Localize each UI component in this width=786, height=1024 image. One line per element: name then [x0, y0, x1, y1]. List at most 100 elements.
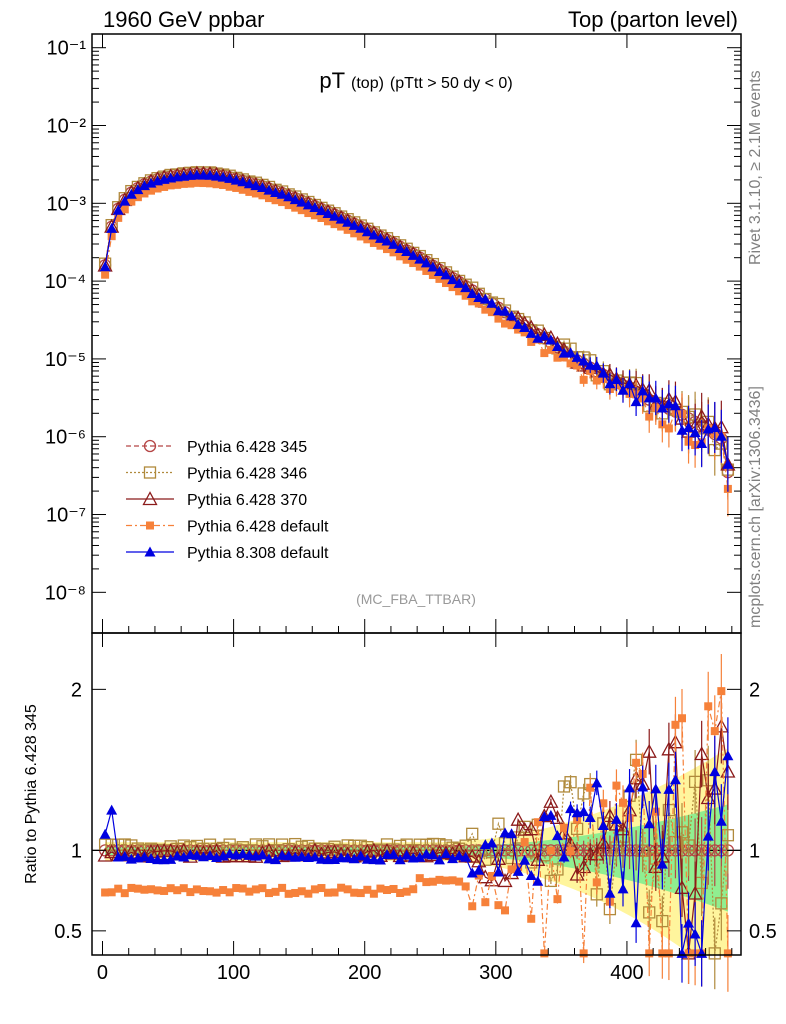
ratio-point — [623, 844, 636, 857]
data-point — [160, 182, 169, 191]
ratio-point — [160, 886, 169, 895]
data-point — [637, 385, 649, 396]
plot-title: pT (top) (pTtt > 50 dy < 0) — [319, 68, 512, 93]
ratio-point — [112, 838, 125, 851]
mcplots-label: mcplots.cern.ch [arXiv:1306.3436] — [747, 386, 764, 628]
ratio-point — [165, 853, 177, 864]
ratio-point — [505, 851, 518, 865]
ratio-point — [310, 885, 319, 894]
ratio-point — [595, 834, 611, 849]
ratio-point — [374, 854, 386, 865]
ratio-point — [675, 826, 689, 839]
data-point — [389, 248, 398, 257]
ratio-point — [409, 885, 418, 894]
data-point — [433, 266, 445, 277]
ratio-point — [271, 887, 280, 896]
ratio-point — [348, 853, 360, 864]
data-point — [224, 172, 236, 183]
ratio-point — [401, 849, 413, 860]
y-tick-label: 10⁻⁷ — [46, 505, 86, 527]
legend-label-0: Pythia 6.428 345 — [187, 439, 307, 456]
ratio-point — [525, 869, 537, 880]
data-point — [422, 266, 431, 275]
main-frame — [91, 33, 742, 634]
ratio-point — [473, 864, 485, 875]
ratio-y-tick-label: 2 — [71, 679, 82, 701]
legend-marker — [143, 466, 157, 479]
ratio-point — [453, 850, 465, 861]
ratio-point — [393, 839, 407, 853]
ratio-point — [133, 884, 142, 893]
data-point — [460, 282, 472, 293]
data-point — [212, 180, 221, 189]
x-tick-label: 100 — [217, 962, 250, 984]
ratio-point — [355, 850, 367, 861]
ratio-point — [558, 851, 570, 862]
x-tick-label: 300 — [479, 962, 512, 984]
ratio-point — [624, 782, 636, 793]
ratio-y-axis-label: Ratio to Pythia 6.428 345 — [23, 704, 40, 884]
ratio-point — [106, 804, 118, 815]
ratio-point — [125, 839, 138, 852]
ratio-point — [309, 851, 321, 862]
ratio-point — [171, 850, 183, 861]
ratio-point — [678, 714, 686, 723]
y-tick-label: 10⁻⁶ — [45, 427, 86, 449]
ratio-point — [440, 848, 452, 859]
data-point — [258, 191, 267, 200]
data-point — [597, 367, 609, 378]
legend-marker — [142, 491, 158, 506]
data-point — [173, 180, 182, 189]
ratio-point — [505, 844, 518, 857]
plot-title-sub: (top) — [351, 75, 384, 92]
series-line — [104, 172, 729, 465]
ratio-point — [565, 803, 577, 814]
ratio-point — [512, 865, 524, 876]
data-point — [219, 180, 228, 189]
data-point — [276, 188, 288, 199]
data-point — [473, 292, 485, 303]
ratio-point — [435, 875, 444, 884]
ratio-point — [120, 889, 129, 898]
data-point — [401, 246, 413, 257]
data-point — [199, 179, 208, 188]
data-point — [315, 205, 327, 216]
data-point — [453, 277, 465, 288]
data-point — [127, 197, 136, 206]
ratio-point — [713, 718, 729, 733]
ratio-point — [704, 702, 713, 711]
ratio-point — [543, 793, 559, 808]
ratio-y-tick-label-right: 2 — [749, 679, 760, 701]
legend-label-2: Pythia 6.428 370 — [187, 492, 307, 509]
data-point — [289, 194, 301, 205]
y-tick-label: 10⁻⁵ — [45, 349, 86, 371]
ratio-point — [658, 949, 667, 958]
ratio-point — [324, 888, 332, 897]
ratio-point — [107, 888, 116, 897]
ratio-point — [615, 821, 631, 836]
data-point — [106, 222, 118, 233]
ratio-point — [104, 844, 120, 859]
data-point — [133, 193, 142, 202]
ratio-panel: 0 100 200 300 400 0.5 0.5 1 1 2 2 Ratio to Pythia 6… — [23, 632, 777, 992]
ratio-point — [656, 914, 669, 928]
ratio-point — [619, 798, 627, 807]
ratio-point — [225, 888, 234, 897]
data-point — [256, 181, 268, 192]
data-point — [610, 374, 622, 385]
legend: Pythia 6.428 345 Pythia 6.428 346 Pythia 6… — [126, 439, 329, 562]
ratio-point — [586, 783, 595, 792]
ratio-point — [479, 853, 492, 866]
ratio-y-tick-label-right: 1 — [749, 840, 760, 862]
data-point — [211, 170, 223, 181]
ratio-point — [564, 776, 577, 789]
ratio-point — [669, 835, 682, 849]
ratio-point — [636, 844, 649, 857]
ratio-point — [604, 887, 616, 898]
ratio-point — [689, 928, 701, 939]
ratio-point — [553, 895, 562, 904]
y-tick-label: 10⁻¹ — [47, 38, 87, 60]
data-point — [578, 355, 590, 366]
ratio-point — [709, 766, 721, 777]
